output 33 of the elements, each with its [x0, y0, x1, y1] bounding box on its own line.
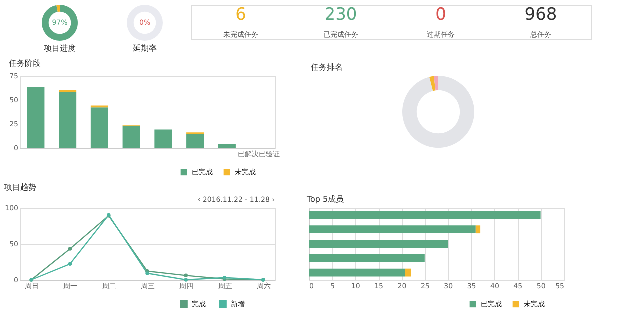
- bar: [122, 126, 140, 148]
- point: [184, 278, 188, 282]
- text: 0: [436, 5, 446, 25]
- bar: [309, 268, 406, 277]
- text: 延期率: [132, 44, 157, 53]
- bar: [154, 130, 172, 148]
- text: 任务排名: [310, 63, 343, 72]
- bar: [59, 92, 77, 148]
- point: [68, 247, 72, 251]
- bar: [90, 108, 108, 148]
- point: [68, 262, 72, 266]
- bar: [27, 88, 45, 148]
- bar: [309, 240, 448, 248]
- text: 项目进度: [44, 44, 76, 53]
- text: 968: [524, 5, 558, 25]
- bar: [309, 211, 541, 220]
- chart-title: 项目趋势: [4, 183, 37, 192]
- point: [184, 274, 188, 278]
- bar: [476, 226, 481, 234]
- text: 230: [324, 5, 358, 25]
- bar: [218, 144, 236, 148]
- donut-slice: [402, 76, 474, 148]
- chart-title: Top 5成员: [306, 195, 344, 204]
- bar: [309, 254, 425, 262]
- bar: [309, 226, 476, 234]
- bar: [186, 134, 204, 148]
- donut-slice: [56, 5, 60, 12]
- donut-slice: [430, 76, 436, 92]
- donut-slice: [42, 5, 78, 41]
- donut-slice: [434, 76, 438, 91]
- chart-title: 任务阶段: [8, 59, 42, 68]
- bar: [405, 268, 411, 277]
- text: 6: [236, 5, 246, 25]
